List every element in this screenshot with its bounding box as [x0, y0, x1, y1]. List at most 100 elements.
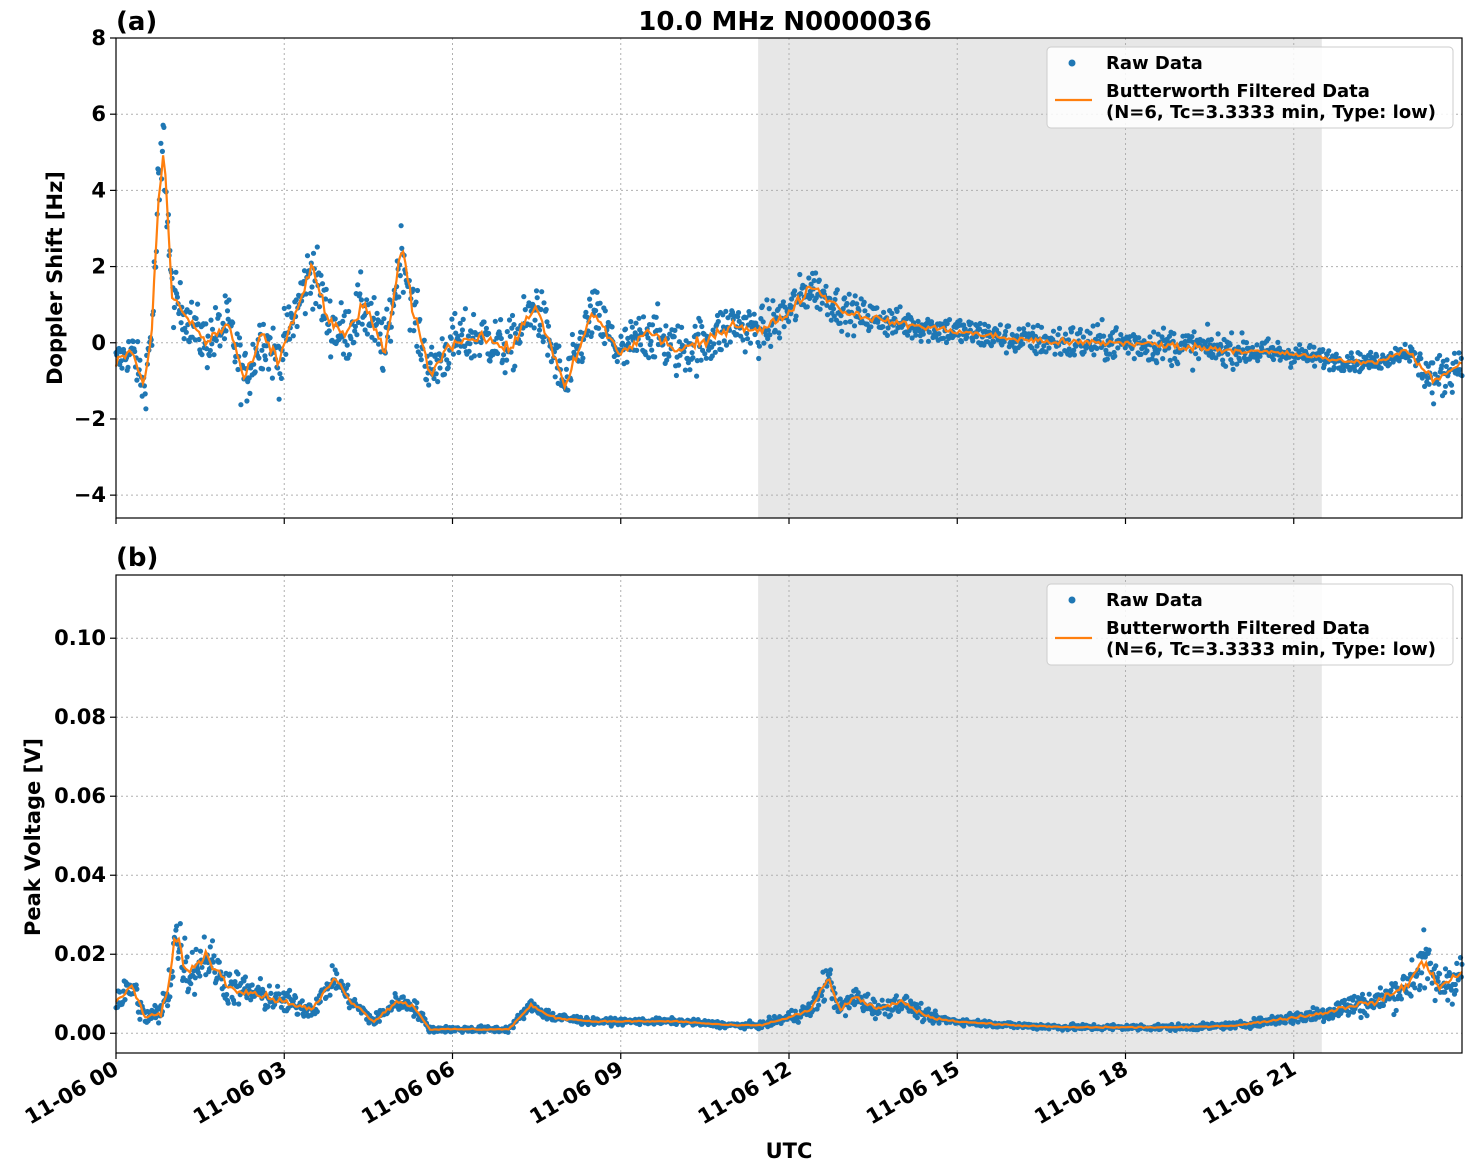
panel-b-y-axis-label: Peak Voltage [V]: [21, 738, 45, 936]
raw-data-point: [1006, 323, 1012, 329]
raw-data-point: [855, 990, 861, 996]
raw-data-point: [655, 301, 661, 307]
raw-data-point: [580, 355, 586, 361]
raw-data-point: [1326, 348, 1332, 354]
y-tick-label: 0.02: [54, 942, 106, 966]
raw-data-point: [1453, 987, 1459, 994]
raw-data-point: [267, 335, 273, 341]
raw-data-point: [207, 944, 213, 950]
raw-data-point: [159, 148, 165, 154]
raw-data-point: [460, 316, 466, 322]
raw-data-point: [1436, 381, 1442, 387]
x-tick-label: 11-06 21: [1198, 1057, 1300, 1130]
raw-data-point: [1416, 987, 1422, 993]
raw-data-point: [720, 312, 726, 318]
raw-data-point: [838, 313, 844, 319]
raw-data-point: [1257, 353, 1263, 359]
raw-data-point: [426, 382, 432, 388]
raw-data-point: [156, 1020, 162, 1026]
raw-data-point: [1016, 326, 1022, 332]
raw-data-point: [410, 286, 416, 292]
raw-data-point: [316, 304, 323, 310]
raw-data-point: [1391, 1011, 1397, 1018]
raw-data-point: [368, 300, 374, 306]
raw-data-point: [186, 339, 192, 345]
raw-data-point: [530, 301, 536, 307]
raw-data-point: [837, 320, 843, 326]
raw-data-point: [371, 295, 377, 301]
raw-data-point: [689, 350, 695, 356]
raw-data-point: [387, 297, 393, 303]
raw-data-point: [270, 325, 276, 331]
raw-data-point: [143, 406, 149, 412]
raw-data-point: [322, 296, 329, 302]
raw-data-point: [795, 1019, 802, 1025]
raw-data-point: [557, 358, 563, 364]
raw-data-point: [811, 278, 817, 284]
raw-data-point: [260, 366, 266, 372]
raw-data-point: [1125, 350, 1131, 356]
raw-data-point: [509, 312, 516, 319]
raw-data-point: [797, 271, 803, 278]
raw-data-point: [1357, 351, 1363, 357]
raw-data-point: [637, 342, 644, 348]
raw-data-point: [498, 335, 504, 342]
raw-data-point: [165, 1003, 171, 1009]
raw-data-point: [587, 296, 593, 302]
raw-data-point: [1147, 334, 1153, 340]
raw-data-point: [831, 313, 837, 319]
raw-data-point: [1046, 345, 1052, 351]
raw-data-point: [1358, 1014, 1364, 1021]
raw-data-point: [915, 318, 921, 324]
raw-data-point: [354, 332, 360, 338]
raw-data-point: [413, 299, 419, 305]
raw-data-point: [256, 355, 262, 361]
raw-data-point: [1377, 985, 1383, 991]
raw-data-point: [197, 973, 203, 979]
raw-data-point: [958, 339, 965, 345]
raw-data-point: [1077, 326, 1083, 333]
raw-data-point: [207, 347, 213, 354]
raw-data-point: [827, 971, 833, 977]
raw-data-point: [879, 997, 885, 1003]
raw-data-point: [1453, 359, 1459, 365]
raw-data-point: [1150, 351, 1156, 358]
raw-data-point: [328, 354, 334, 360]
raw-data-point: [1115, 345, 1121, 351]
raw-data-point: [310, 306, 316, 312]
raw-data-point: [645, 335, 651, 341]
raw-data-point: [216, 312, 222, 318]
raw-data-point: [1409, 957, 1415, 963]
raw-data-point: [1347, 1009, 1353, 1015]
raw-data-point: [226, 297, 232, 303]
raw-data-point: [379, 320, 385, 326]
raw-data-point: [747, 340, 754, 346]
raw-data-point: [471, 353, 477, 359]
raw-data-point: [735, 310, 742, 316]
raw-data-point: [1043, 349, 1049, 355]
raw-data-point: [1038, 324, 1045, 330]
raw-data-point: [1422, 985, 1428, 991]
raw-data-point: [125, 364, 131, 370]
raw-data-point: [602, 340, 608, 347]
raw-data-point: [742, 349, 748, 355]
raw-data-point: [872, 999, 878, 1005]
raw-data-point: [885, 325, 891, 331]
raw-data-point: [362, 327, 368, 333]
raw-data-point: [340, 351, 347, 357]
raw-data-point: [1080, 334, 1086, 340]
raw-data-point: [318, 272, 324, 278]
raw-data-point: [846, 291, 852, 297]
raw-data-point: [1032, 333, 1039, 339]
raw-data-point: [457, 320, 463, 326]
figure-title: 10.0 MHz N0000036: [638, 7, 931, 37]
raw-data-point: [364, 331, 370, 337]
raw-data-point: [845, 332, 851, 338]
raw-data-point: [414, 287, 421, 294]
raw-data-point: [259, 347, 265, 353]
raw-data-point: [710, 327, 716, 333]
raw-data-point: [450, 324, 456, 330]
raw-data-point: [278, 375, 284, 381]
raw-data-point: [537, 322, 543, 328]
raw-data-point: [747, 312, 753, 318]
